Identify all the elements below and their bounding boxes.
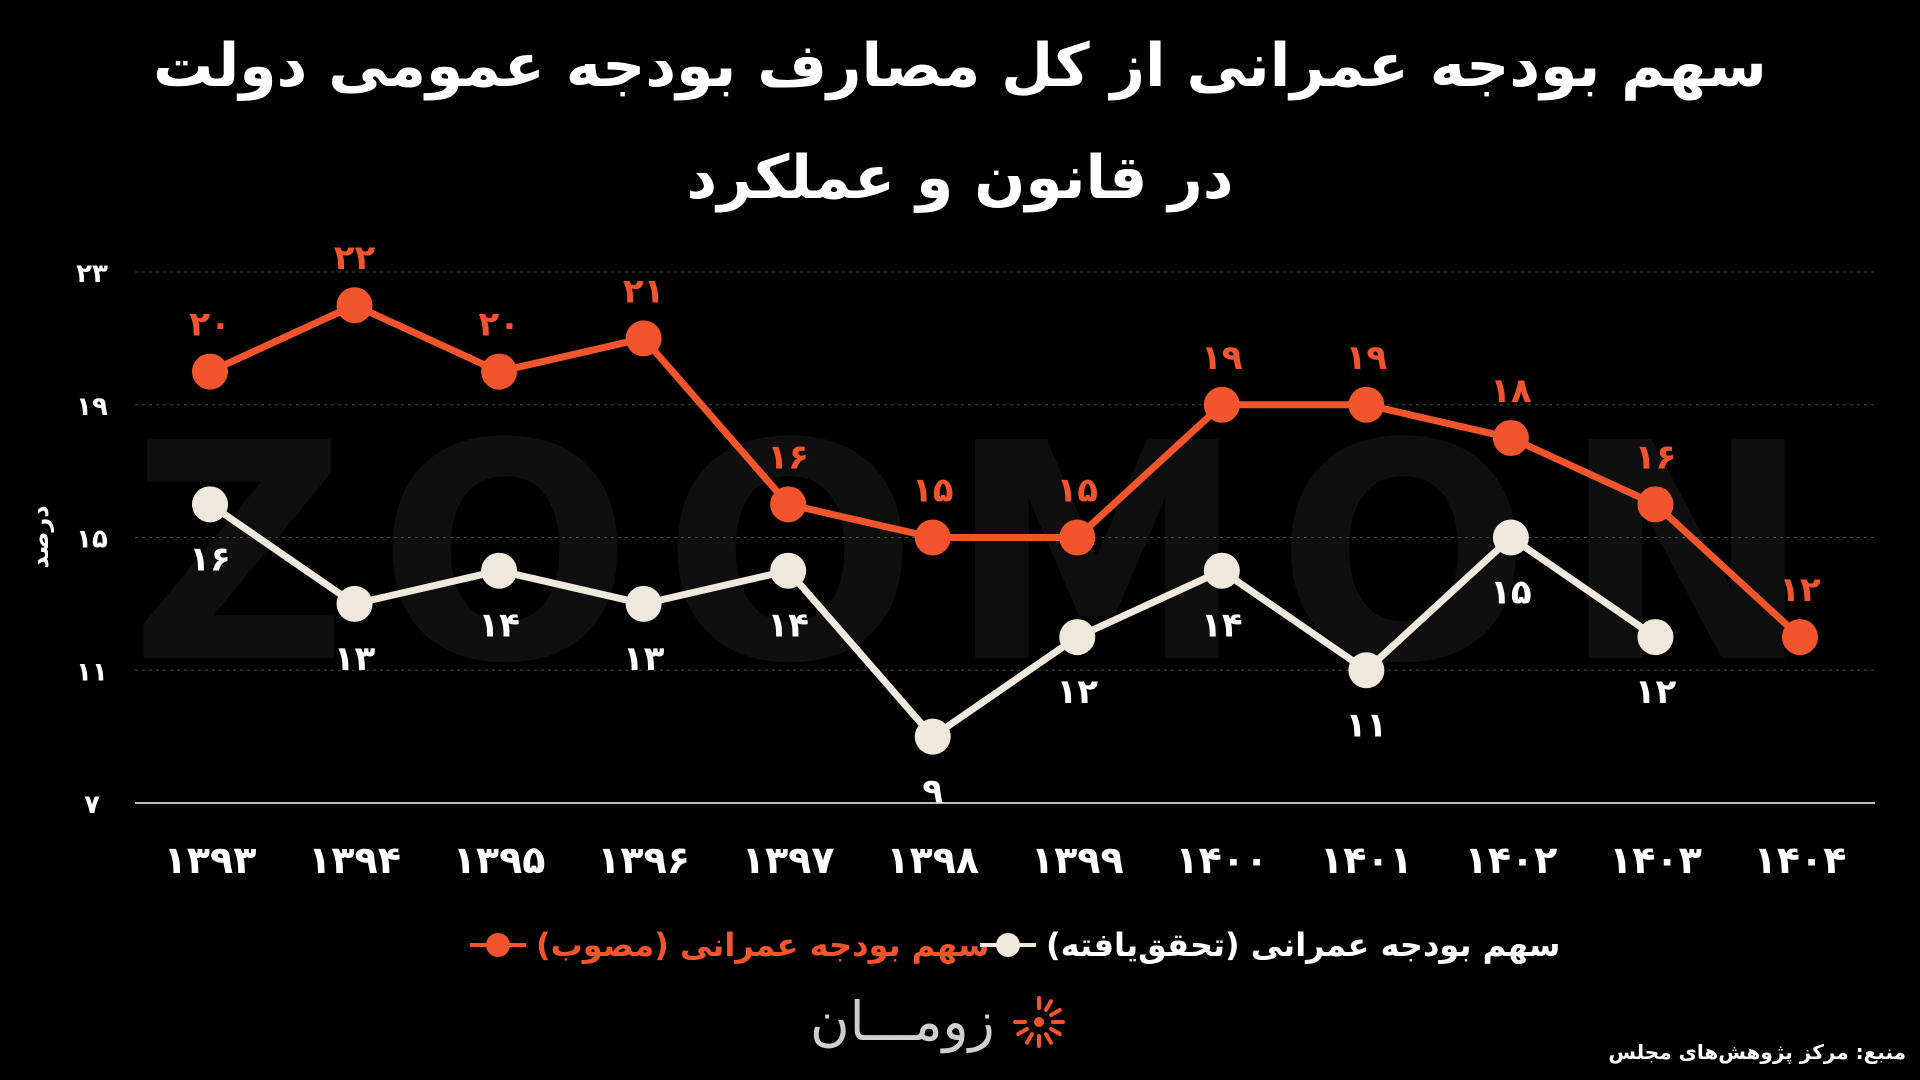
data-label-approved: ۲۰	[478, 305, 520, 345]
data-label-approved: ۲۰	[189, 305, 231, 345]
x-tick-label: ۱۴۰۰	[1175, 838, 1268, 882]
data-point-approved	[625, 320, 662, 357]
data-point-approved	[192, 353, 228, 390]
y-tick-label: ۲۳	[76, 259, 108, 289]
x-tick-label: ۱۴۰۴	[1754, 838, 1847, 882]
data-point-approved	[1637, 486, 1674, 523]
x-tick-label: ۱۴۰۱	[1320, 838, 1413, 882]
data-point-realized	[192, 486, 228, 523]
data-point-realized	[914, 718, 951, 755]
source-note: منبع: مرکز پژوهش‌های مجلس	[1608, 1040, 1906, 1064]
legend-item-realized: سهم بودجه عمرانی (تحقق‌یافته)	[980, 920, 1560, 970]
grid-lines	[135, 271, 1875, 671]
series-line-approved	[208, 301, 1803, 640]
y-tick-label: ۱۱	[76, 657, 108, 687]
data-label-realized: ۱۴	[1201, 606, 1243, 646]
data-label-approved: ۱۹	[1346, 338, 1388, 378]
data-point-realized	[481, 552, 518, 589]
data-label-approved: ۱۵	[1057, 471, 1099, 511]
data-point-realized	[1348, 652, 1385, 689]
data-label-approved: ۱۲	[1779, 570, 1821, 610]
y-tick-label: ۱۵	[76, 525, 108, 555]
data-point-approved	[1059, 519, 1096, 556]
data-label-realized: ۹	[922, 772, 943, 812]
data-point-approved	[1492, 419, 1529, 456]
data-point-realized	[1637, 619, 1674, 656]
data-point-realized	[1059, 619, 1096, 656]
legend-marker-realized	[980, 933, 1036, 957]
chart-title-line-2: در قانون و عملکرد	[686, 143, 1234, 213]
data-label-approved: ۱۵	[912, 471, 954, 511]
data-point-approved	[1348, 386, 1385, 423]
data-point-realized	[1203, 552, 1240, 589]
data-point-realized	[625, 585, 662, 622]
y-tick-label: ۱۹	[76, 392, 108, 422]
data-point-approved	[481, 353, 518, 390]
data-label-realized: ۱۴	[478, 606, 520, 646]
x-tick-label: ۱۳۹۵	[453, 838, 546, 882]
data-label-realized: ۱۱	[1346, 705, 1388, 745]
x-tick-label: ۱۳۹۴	[308, 838, 401, 882]
x-tick-label: ۱۴۰۳	[1609, 838, 1702, 882]
data-label-realized: ۱۵	[1490, 573, 1532, 613]
data-label-approved: ۲۱	[623, 271, 665, 311]
data-point-realized	[1492, 519, 1529, 556]
data-label-realized: ۱۲	[1635, 672, 1677, 712]
data-point-approved	[1782, 619, 1818, 656]
chart-title-line-1: سهم بودجه عمرانی از کل مصارف بودجه عمومی…	[153, 31, 1767, 101]
x-tick-label: ۱۳۹۸	[886, 838, 979, 882]
data-label-approved: ۲۲	[334, 238, 376, 278]
sunburst-logo-icon	[1012, 995, 1065, 1048]
data-label-approved: ۱۶	[767, 437, 809, 477]
data-point-approved	[1203, 386, 1240, 423]
data-label-approved: ۱۹	[1201, 338, 1243, 378]
x-tick-label: ۱۳۹۶	[597, 838, 690, 882]
legend-label-realized: سهم بودجه عمرانی (تحقق‌یافته)	[1046, 926, 1561, 964]
x-tick-label: ۱۴۰۲	[1465, 838, 1558, 882]
data-point-approved	[770, 486, 807, 523]
data-labels: ۱۶ ۱۳ ۱۴ ۱۳ ۱۴ ۹ ۱۲ ۱۴ ۱۱ ۱۵ ۱۲ ۲۰ ۲۲ ۲۰ ۲۱ ۱۶ ۱۵ ۱۵ ۱۹ ۱۹ ۱…	[189, 238, 1821, 811]
legend-label-approved: سهم بودجه عمرانی (مصوب)	[536, 926, 990, 964]
data-label-realized: ۱۳	[334, 639, 376, 679]
data-label-approved: ۱۶	[1635, 437, 1677, 477]
series	[192, 287, 1818, 755]
data-point-realized	[336, 585, 373, 622]
data-label-approved: ۱۸	[1490, 371, 1532, 411]
x-tick-label: ۱۳۹۳	[164, 838, 257, 882]
y-axis-label: درصد	[26, 505, 54, 568]
data-label-realized: ۱۶	[189, 539, 231, 579]
x-tick-label: ۱۳۹۷	[742, 838, 835, 882]
data-point-approved	[914, 519, 951, 556]
brand-name: زومـــان	[810, 990, 995, 1053]
data-point-realized	[770, 552, 807, 589]
data-point-approved	[336, 287, 373, 324]
brand: زومـــان	[810, 990, 1067, 1053]
legend-marker-approved	[470, 933, 526, 957]
data-label-realized: ۱۴	[767, 606, 809, 646]
legend-item-approved: سهم بودجه عمرانی (مصوب)	[470, 920, 989, 970]
data-label-realized: ۱۲	[1057, 672, 1099, 712]
x-tick-label: ۱۳۹۹	[1031, 838, 1124, 882]
y-tick-label: ۷	[84, 790, 100, 820]
data-label-realized: ۱۳	[623, 639, 665, 679]
